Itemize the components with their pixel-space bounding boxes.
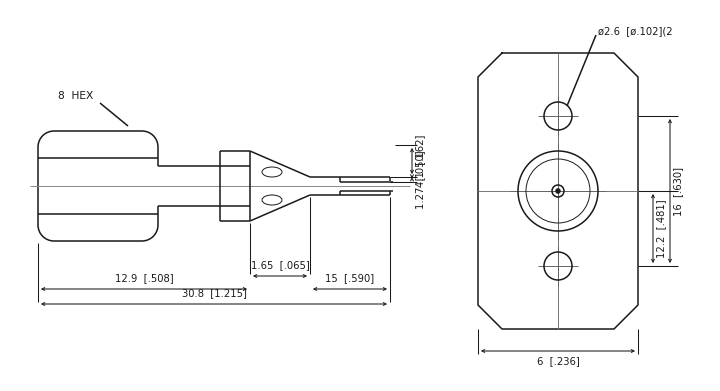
Text: 1.27  [.050]: 1.27 [.050] (415, 150, 425, 208)
Circle shape (556, 189, 560, 193)
Text: 30.8  [1.215]: 30.8 [1.215] (181, 288, 246, 298)
Text: 12.9  [.508]: 12.9 [.508] (114, 273, 174, 283)
Text: 16  [.630]: 16 [.630] (673, 167, 683, 215)
Text: ø2.6  [ø.102](2: ø2.6 [ø.102](2 (598, 26, 672, 36)
Text: 12.2  [.481]: 12.2 [.481] (656, 199, 666, 258)
Text: 4.1  [.162]: 4.1 [.162] (415, 135, 425, 187)
Text: 6  [.236]: 6 [.236] (536, 356, 580, 366)
Text: 1.65  [.065]: 1.65 [.065] (251, 260, 310, 270)
Text: 8  HEX: 8 HEX (58, 91, 94, 101)
Text: 15  [.590]: 15 [.590] (325, 273, 374, 283)
